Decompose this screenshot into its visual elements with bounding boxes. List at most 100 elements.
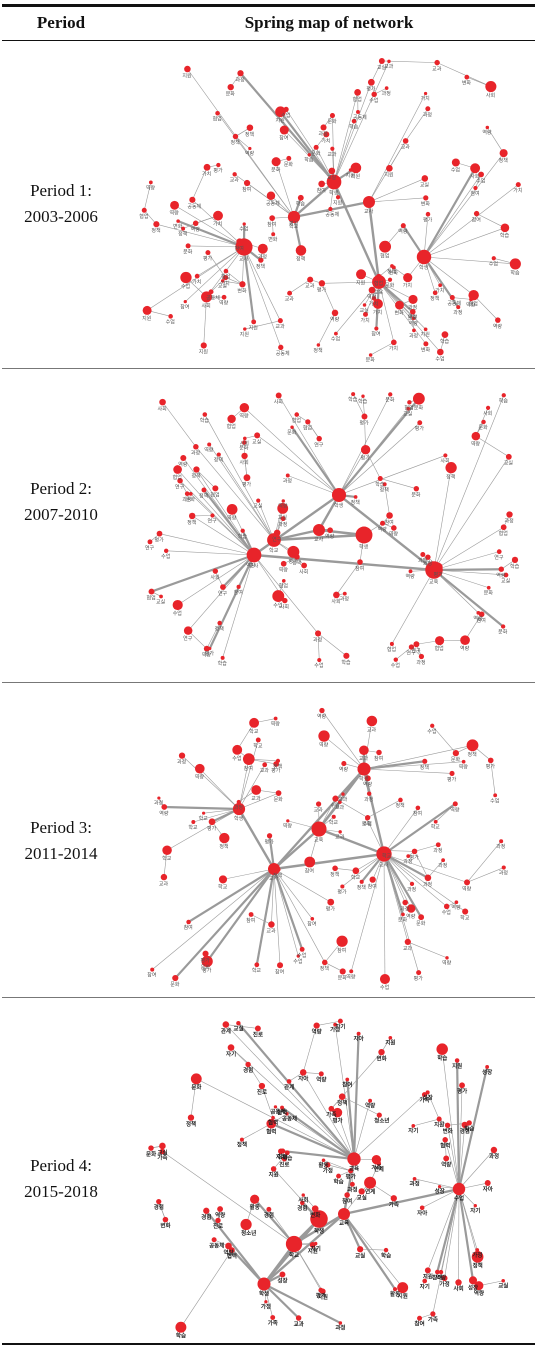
node-label: 변화 [421, 346, 431, 353]
network-node [339, 968, 346, 975]
network-edge [452, 297, 472, 300]
node-label: 역량 [406, 913, 416, 920]
node-label: 학습 [200, 417, 210, 424]
node-label: 교과 [432, 65, 442, 72]
hub-node [257, 1277, 271, 1291]
network-node [281, 1156, 287, 1162]
node-label: 교과 [275, 323, 285, 330]
network-edge [353, 1100, 371, 1160]
network-node [359, 745, 369, 756]
network-edge [244, 320, 281, 330]
network-edge [293, 181, 335, 218]
network-node [332, 795, 339, 802]
network-edge [371, 60, 383, 83]
node-label: 변화 [173, 223, 183, 230]
node-label: 연구 [183, 635, 193, 642]
node-label: 역량 [441, 1160, 451, 1168]
network-node [491, 256, 496, 261]
network-node [202, 950, 209, 957]
network-node [279, 1271, 286, 1278]
network-node [243, 179, 251, 187]
network-edge [321, 281, 380, 284]
network-node [445, 462, 457, 474]
network-edge [395, 646, 412, 660]
node-label: 문화 [170, 982, 180, 988]
node-label: 교사 [269, 875, 279, 882]
node-label: 정책 [380, 486, 390, 493]
network-node [380, 520, 386, 526]
network-node [404, 938, 411, 946]
network-edge [222, 554, 255, 588]
node-label: 수업 [442, 909, 451, 916]
node-label: 교과 [367, 726, 377, 733]
hub-node [337, 1207, 351, 1221]
node-label: 역량 [245, 150, 255, 157]
node-label: 가족 [268, 1319, 278, 1327]
network-edge [278, 395, 340, 496]
network-edge [230, 1047, 355, 1160]
network-edge [427, 1188, 460, 1271]
network-node [468, 289, 479, 301]
node-label: 자기 [420, 1282, 430, 1290]
node-label: 성장 [423, 1093, 433, 1101]
node-label: 학생 [259, 1290, 269, 1298]
node-label: 문화 [385, 283, 395, 289]
network-node [159, 594, 163, 599]
network-edge [378, 281, 414, 313]
network-node [218, 875, 228, 884]
network-edge [307, 421, 320, 439]
network-node [406, 904, 416, 913]
network-edge [187, 68, 295, 218]
network-edge [383, 853, 409, 942]
network-edge [190, 493, 255, 556]
node-label: 교과 [314, 807, 324, 814]
network-node [333, 591, 340, 599]
network-edge [205, 1210, 265, 1285]
network-node [408, 294, 418, 304]
node-label: 변화 [310, 1211, 320, 1219]
network-node [466, 739, 479, 752]
network-node [148, 180, 153, 185]
period-3-years: 2011-2014 [24, 844, 98, 863]
node-label: 변화 [394, 310, 404, 317]
hub-node [347, 1152, 361, 1166]
node-label: 변화 [237, 287, 247, 294]
network-node [330, 146, 335, 151]
network-edge [174, 868, 275, 979]
network-node [284, 1150, 290, 1156]
network-edge [237, 808, 276, 870]
node-label: 가치 [373, 309, 382, 316]
node-label: 평가 [213, 167, 223, 174]
network-node [413, 641, 420, 648]
network-node [378, 57, 385, 64]
network-edge [423, 184, 519, 258]
network-node [243, 327, 247, 331]
network-node [402, 899, 408, 906]
network-node [487, 757, 494, 764]
network-node [183, 626, 193, 635]
network-edge [217, 113, 295, 218]
network-node [280, 516, 286, 522]
node-label: 교육 [429, 580, 439, 586]
node-label: 참여 [368, 883, 377, 890]
network-node [307, 276, 314, 283]
network-node [411, 316, 416, 321]
node-label: 경험 [297, 1204, 307, 1212]
network-edge [222, 554, 255, 658]
node-label: 협업 [213, 116, 222, 123]
network-node [191, 820, 196, 824]
node-label: 학습 [510, 269, 520, 276]
network-edge [272, 868, 304, 950]
network-node [248, 912, 254, 917]
network-node [153, 221, 160, 228]
network-edge [166, 550, 255, 556]
node-label: 정책 [296, 256, 306, 263]
node-label: 평가 [203, 255, 213, 262]
network-node [475, 1248, 480, 1252]
network-node [349, 969, 354, 974]
node-label: 성장 [277, 1276, 287, 1284]
node-label: 역량 [346, 973, 356, 980]
period-2-years: 2007-2010 [24, 505, 98, 524]
node-label: 수업 [369, 97, 378, 104]
